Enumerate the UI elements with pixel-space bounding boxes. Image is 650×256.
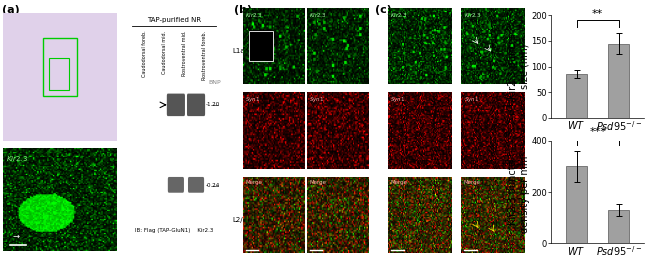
Text: Merge: Merge: [390, 180, 408, 185]
Text: $\it{Psd95^{-/-}}$: $\it{Psd95^{-/-}}$: [315, 10, 352, 23]
Text: Caudodorsal foreb.: Caudodorsal foreb.: [142, 30, 147, 77]
Text: $\it{Syn1}$: $\it{Syn1}$: [245, 95, 260, 104]
Bar: [608, 210, 629, 243]
Text: $\it{Syn1}$: $\it{Syn1}$: [463, 95, 479, 104]
Text: Caudodorsal mid.: Caudodorsal mid.: [162, 30, 167, 74]
Text: (a): (a): [3, 5, 20, 15]
Text: (c): (c): [375, 5, 392, 15]
Text: L2/3: L2/3: [233, 217, 248, 223]
Text: ***: ***: [590, 127, 606, 137]
FancyBboxPatch shape: [167, 94, 185, 116]
Text: Merge: Merge: [245, 180, 262, 185]
Text: Merge: Merge: [463, 180, 480, 185]
Text: -0.24: -0.24: [206, 184, 220, 188]
Bar: [43, 38, 77, 96]
Text: IB: Flag (TAP-GluN1)    Kir2.3: IB: Flag (TAP-GluN1) Kir2.3: [135, 228, 213, 233]
Text: Rostroventral mid.: Rostroventral mid.: [182, 30, 187, 76]
Text: TAP-purified NR: TAP-purified NR: [147, 17, 201, 23]
Text: →: →: [12, 232, 20, 241]
Y-axis label: Kir2.3 puncta
size (nm): Kir2.3 puncta size (nm): [508, 34, 530, 99]
Text: (b): (b): [234, 5, 252, 15]
Text: $\it{Kir2.3}$: $\it{Kir2.3}$: [390, 11, 408, 19]
FancyBboxPatch shape: [168, 177, 184, 193]
Text: Rostroventral foreb.: Rostroventral foreb.: [202, 30, 207, 80]
Bar: [49, 58, 70, 90]
Text: $\it{Kir2.3}$: $\it{Kir2.3}$: [5, 154, 27, 163]
Text: $\it{Psd95^{-/-}}$: $\it{Psd95^{-/-}}$: [470, 10, 506, 23]
Bar: [608, 44, 629, 118]
Text: Merge: Merge: [309, 180, 326, 185]
FancyBboxPatch shape: [188, 177, 204, 193]
Bar: [249, 31, 273, 61]
Text: $\it{Kir2.3}$: $\it{Kir2.3}$: [309, 11, 327, 19]
Text: L1a: L1a: [233, 48, 246, 54]
Text: -1.20: -1.20: [206, 102, 220, 107]
Text: $\it{WT}$: $\it{WT}$: [262, 10, 276, 21]
Text: $\it{WT}$: $\it{WT}$: [408, 10, 422, 21]
Text: $\it{Kir2.3}$: $\it{Kir2.3}$: [463, 11, 481, 19]
Text: **: **: [592, 9, 603, 19]
Text: $\it{Syn1}$: $\it{Syn1}$: [309, 95, 324, 104]
Bar: [566, 166, 587, 243]
FancyBboxPatch shape: [187, 94, 205, 116]
Text: $\it{Kir2.3}$: $\it{Kir2.3}$: [245, 11, 263, 19]
Text: BNP: BNP: [209, 80, 221, 85]
Bar: [566, 74, 587, 118]
Y-axis label: Kir2.3 puncta
density per mm²: Kir2.3 puncta density per mm²: [508, 151, 530, 233]
Text: $\it{Syn1}$: $\it{Syn1}$: [390, 95, 406, 104]
